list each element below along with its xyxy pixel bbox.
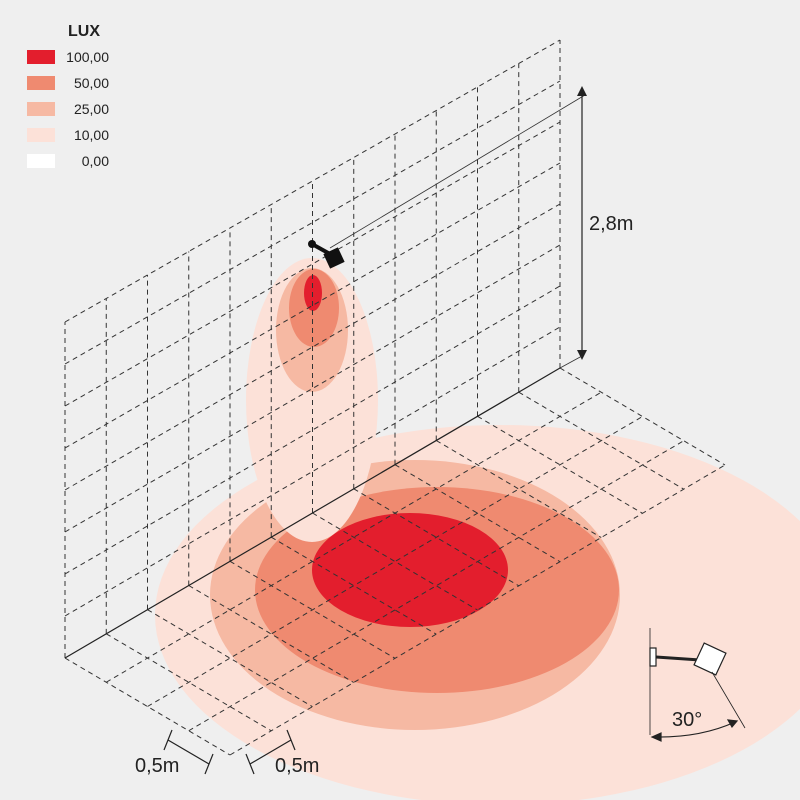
- floor-grid-line: [147, 416, 643, 707]
- floor-grid-line: [229, 464, 726, 756]
- floor-grid-line: [105, 633, 272, 732]
- legend-label: 10,00: [74, 127, 109, 143]
- wall-grid-line: [64, 39, 561, 323]
- floor-grid-line: [188, 440, 685, 732]
- grid: [64, 39, 726, 756]
- floor-grid-line: [394, 464, 561, 563]
- floor-grid-line: [435, 440, 602, 538]
- legend-swatch: [27, 102, 55, 116]
- floor-grid-line: [64, 657, 231, 756]
- floor-grid-line: [559, 367, 726, 466]
- wall-lamp: [308, 240, 345, 269]
- wall-grid-line: [64, 326, 561, 617]
- grid-y-label: 0,5m: [275, 755, 319, 777]
- grid-dimensions: [163, 729, 296, 775]
- legend: 100,00 50,00 25,00 10,00 0,00: [27, 49, 109, 169]
- floor-grid-line: [518, 391, 685, 490]
- legend-swatch: [27, 50, 55, 64]
- lamp-side-view: [649, 628, 746, 742]
- wall-base: [64, 367, 561, 659]
- grid-x-label: 0,5m: [135, 755, 179, 777]
- angle-label: 30°: [672, 709, 702, 731]
- floor-grid-line: [270, 536, 437, 635]
- floor-grid-line: [312, 512, 478, 611]
- height-dimension: [329, 86, 587, 369]
- floor-grid-line: [353, 488, 520, 587]
- wall-grid-line: [64, 285, 561, 575]
- floor-grid-line: [477, 415, 643, 514]
- legend-swatch: [27, 154, 55, 168]
- legend-label: 100,00: [66, 49, 109, 65]
- height-label: 2,8m: [589, 213, 633, 235]
- legend-swatch: [27, 76, 55, 90]
- legend-title: LUX: [68, 23, 100, 40]
- legend-swatch: [27, 128, 55, 142]
- floor-grid-line: [147, 609, 313, 708]
- floor-grid-line: [188, 585, 355, 683]
- floor-grid-line: [105, 391, 602, 683]
- legend-label: 25,00: [74, 101, 109, 117]
- legend-label: 50,00: [74, 75, 109, 91]
- legend-label: 0,00: [82, 153, 109, 169]
- floor-grid-line: [229, 560, 396, 659]
